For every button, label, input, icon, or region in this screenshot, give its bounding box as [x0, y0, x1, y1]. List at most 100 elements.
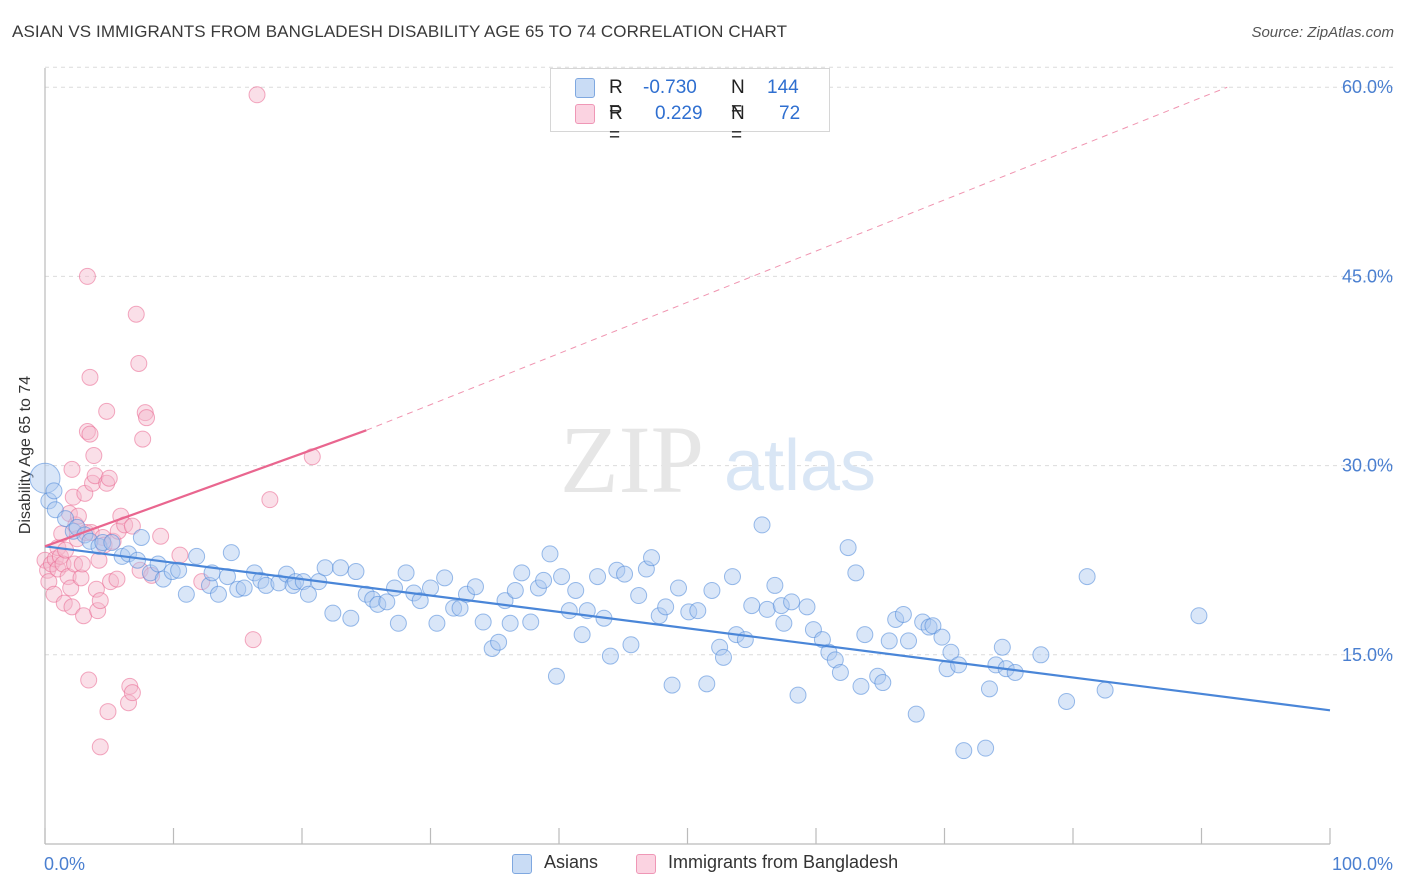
asian-point [589, 568, 607, 586]
asian-point [567, 581, 585, 599]
bangladesh-point [98, 402, 116, 420]
bangladesh-trend-line [44, 429, 367, 548]
asian-point [316, 559, 334, 577]
asian-point [560, 602, 578, 620]
bottom-legend-swatch-bangladesh [636, 854, 656, 874]
asian-point [977, 739, 995, 757]
asian-point [753, 516, 771, 534]
bangladesh-point [80, 671, 98, 689]
asian-point [826, 651, 844, 669]
x-tick-label: 100.0% [1332, 854, 1393, 874]
y-tick-label: 15.0% [1342, 645, 1393, 665]
asian-point [94, 534, 112, 552]
asian-point [347, 563, 365, 581]
asian-point [397, 564, 415, 582]
asian-point [209, 585, 227, 603]
asian-point [57, 510, 75, 528]
asian-point [445, 599, 463, 617]
asian-point [775, 614, 793, 632]
asian-point [177, 585, 195, 603]
asian-point [506, 581, 524, 599]
asian-point [698, 675, 716, 693]
bangladesh-point [72, 569, 90, 587]
watermark-atlas: atlas [724, 426, 876, 506]
asian-point [332, 559, 350, 577]
asian-point [1096, 681, 1114, 699]
legend-r-label: R = [609, 77, 623, 120]
asian-point [798, 598, 816, 616]
asian-point [235, 579, 253, 597]
bangladesh-point [108, 570, 126, 588]
watermark-zip: ZIP [560, 406, 704, 513]
asian-point [847, 564, 865, 582]
asian-point [103, 534, 121, 552]
legend-swatch-bangladesh [575, 104, 595, 124]
asian-point [772, 597, 790, 615]
asian-point [522, 613, 540, 631]
bangladesh-point [63, 460, 81, 478]
asian-point [411, 592, 429, 610]
legend-r-label: R = [609, 103, 623, 146]
asian-point [252, 571, 270, 589]
asian-point [342, 609, 360, 627]
bangladesh-point [85, 447, 103, 465]
asian-point [483, 640, 501, 657]
asian-point [40, 492, 58, 510]
asian-point [386, 579, 404, 597]
asian-point [149, 555, 167, 573]
asian-point [378, 593, 396, 611]
asian-point [428, 614, 446, 632]
asian-point [880, 632, 898, 650]
asian-point [852, 677, 870, 695]
bangladesh-point [75, 607, 93, 625]
asian-point [714, 648, 732, 666]
asian-point [45, 482, 63, 500]
asian-point [1190, 607, 1208, 625]
bangladesh-point [99, 703, 117, 721]
asian-point [703, 581, 721, 599]
bangladesh-point [62, 579, 80, 597]
asian-point [129, 551, 147, 569]
asian-point [222, 544, 240, 562]
bangladesh-point [81, 425, 99, 443]
asian-point [389, 614, 407, 632]
bangladesh-point [40, 573, 58, 591]
asian-point [1006, 663, 1024, 681]
bangladesh-point [89, 602, 107, 620]
asian-trend-line [44, 545, 1331, 712]
asian-point [894, 605, 912, 623]
bottom-legend-label-asians: Asians [544, 852, 599, 872]
asian-point [466, 578, 484, 596]
bangladesh-point [55, 594, 73, 612]
bangladesh-point [261, 491, 279, 509]
asian-point [616, 565, 634, 583]
legend-r-value: 0.229 [655, 103, 703, 124]
asian-point [942, 643, 960, 661]
bangladesh-point [152, 527, 170, 545]
asian-point [553, 568, 571, 586]
bangladesh-point [123, 684, 141, 702]
asian-point [789, 686, 807, 704]
asian-point [839, 539, 857, 557]
axes [44, 68, 1331, 845]
asian-point [637, 560, 655, 578]
asian-point [993, 638, 1011, 656]
trend-lines [44, 86, 1331, 712]
bangladesh-point [127, 305, 145, 323]
source-note: Source: ZipAtlas.com [1251, 24, 1394, 41]
asian-point [547, 667, 565, 685]
asian-point [364, 590, 382, 608]
asian-point [474, 613, 492, 631]
bangladesh-point [138, 409, 156, 427]
asian-point [513, 564, 531, 582]
asian-point [257, 576, 275, 594]
bangladesh-point [134, 430, 152, 448]
bangladesh-point [73, 555, 91, 573]
asian-point [680, 603, 698, 621]
bangladesh-point [248, 86, 266, 104]
asian-point [1058, 692, 1076, 710]
asian-point [980, 680, 998, 698]
x-tick-label: 0.0% [44, 854, 85, 874]
asian-point [229, 580, 247, 598]
